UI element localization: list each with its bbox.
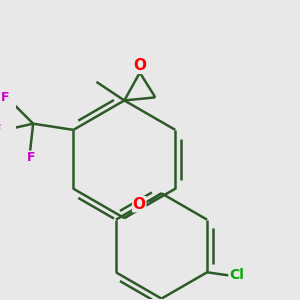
Text: F: F xyxy=(27,151,36,164)
Text: O: O xyxy=(133,58,146,73)
Text: O: O xyxy=(133,197,146,212)
Text: F: F xyxy=(1,91,10,104)
Text: F: F xyxy=(0,123,2,136)
Text: Cl: Cl xyxy=(229,268,244,282)
